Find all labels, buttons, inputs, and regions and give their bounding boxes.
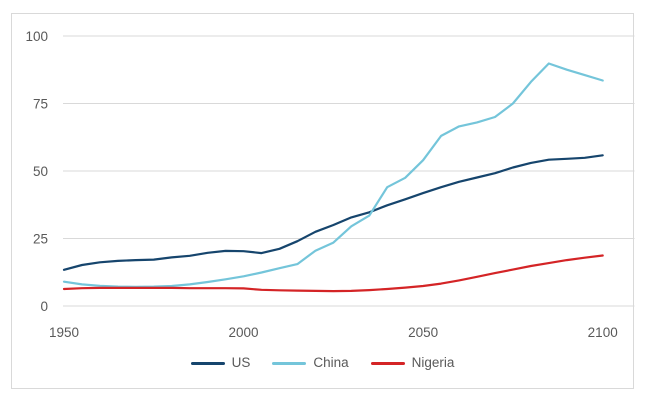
legend-label-us: US [231,355,251,371]
x-tick-label: 2000 [229,325,259,340]
china-line-swatch-icon [272,361,307,365]
series-line-us [62,154,604,271]
legend-item-us: US [190,355,251,371]
series-line-china [62,62,604,288]
x-tick-label: 2100 [588,325,618,340]
line-chart-plot-area: 0 25 50 75 100 1950 2000 2050 2100 [25,29,635,340]
chart-legend: US China Nigeria [12,354,633,372]
legend-label-china: China [313,355,349,371]
legend-label-nigeria: Nigeria [411,355,455,371]
y-tick-label: 75 [33,97,48,112]
x-tick-label: 2050 [408,325,438,340]
y-tick-label: 0 [40,299,48,314]
y-tick-label: 100 [25,29,48,44]
y-tick-label: 25 [33,232,48,247]
legend-item-nigeria: Nigeria [370,355,455,371]
nigeria-line-swatch-icon [370,361,405,365]
chart-frame: 0 25 50 75 100 1950 2000 2050 2100 US China Nige… [11,13,635,389]
us-line-swatch-icon [190,361,225,365]
y-tick-label: 50 [33,164,48,179]
legend-item-china: China [272,355,349,371]
x-tick-label: 1950 [49,325,79,340]
series-line-nigeria [62,254,604,293]
